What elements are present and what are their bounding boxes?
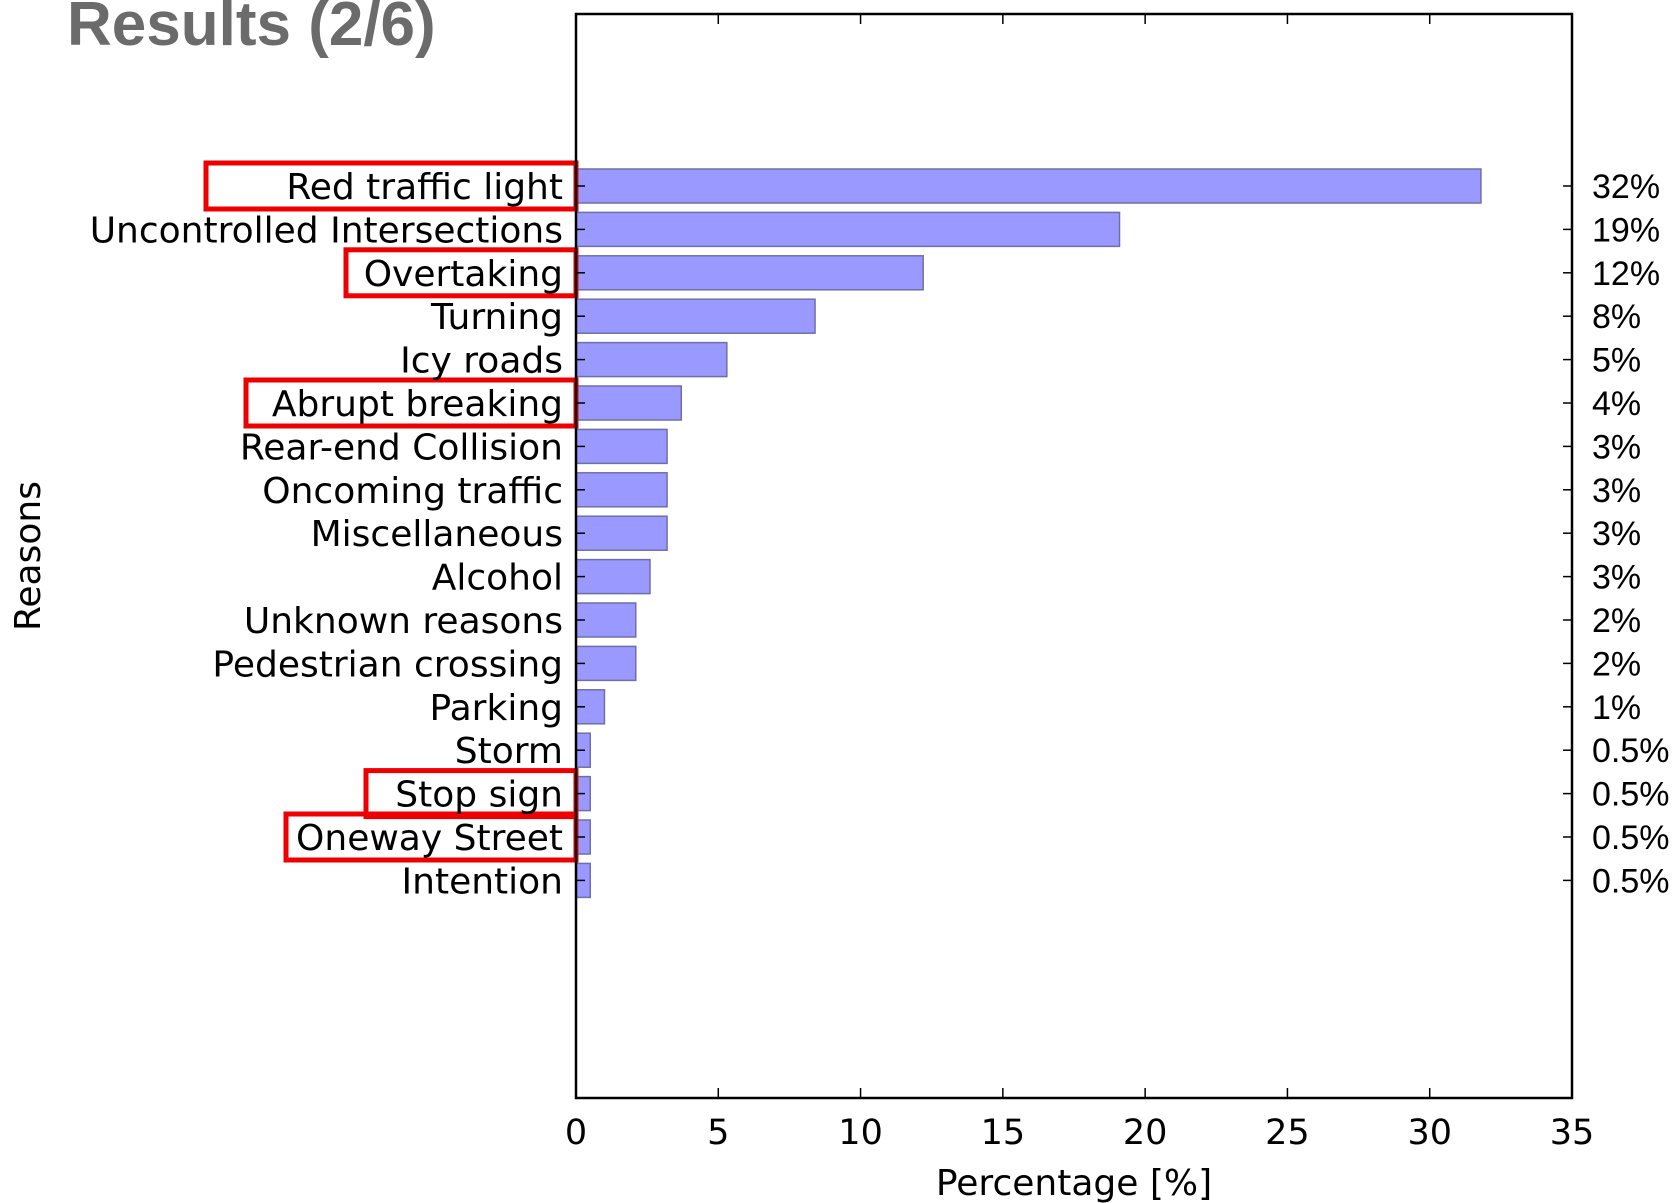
bar [575,428,668,465]
percentage-label: 19% [1592,211,1660,249]
x-tick-label: 30 [1407,1113,1452,1153]
bars-layer [575,168,1482,899]
category-label: Abrupt breaking [272,384,563,425]
category-label: Overtaking [364,254,563,295]
plot-frame [574,12,1574,1100]
category-label: Storm [455,731,563,772]
category-label: Oncoming traffic [262,471,563,512]
x-axis-label: Percentage [%] [936,1163,1212,1203]
category-label: Intention [402,861,563,902]
percentage-label: 3% [1592,428,1641,466]
category-label: Uncontrolled Intersections [90,210,563,251]
percentage-label: 0.5% [1592,732,1670,770]
percentage-label: 32% [1592,168,1660,206]
bar [575,602,637,638]
percentage-label: 5% [1592,342,1641,380]
percentage-label: 0.5% [1592,862,1670,900]
bar [575,298,816,334]
category-label: Oneway Street [296,818,563,859]
percentage-label: 2% [1592,602,1641,640]
category-label: Miscellaneous [311,514,563,555]
category-label: Red traffic light [286,167,563,208]
percentage-label: 3% [1592,559,1641,597]
category-label: Rear-end Collision [240,427,563,468]
x-tick-label: 5 [707,1113,729,1153]
category-label: Stop sign [395,775,563,816]
bar [575,558,651,595]
percentage-label: 0.5% [1592,776,1670,814]
category-label: Parking [430,688,563,729]
category-label: Alcohol [432,558,563,599]
labels-layer: Red traffic light 32% Uncontrolled Interse… [90,167,1670,1153]
slide-title: Results (2/6) [67,0,436,59]
x-tick-label: 20 [1123,1113,1168,1153]
x-tick-label: 15 [981,1113,1026,1153]
category-label: Unknown reasons [244,601,563,642]
percentage-label: 0.5% [1592,819,1670,857]
bar [575,255,924,291]
bar [575,341,728,378]
category-label: Pedestrian crossing [212,644,563,685]
percentage-label: 3% [1592,515,1641,553]
category-label: Icy roads [400,341,563,382]
bar [575,211,1121,248]
percentage-label: 12% [1592,255,1660,293]
percentage-label: 1% [1592,689,1641,727]
x-tick-label: 25 [1265,1113,1310,1153]
category-label: Turning [430,297,563,338]
x-tick-label: 0 [565,1113,587,1153]
percentage-label: 3% [1592,472,1641,510]
percentage-label: 8% [1592,298,1641,336]
bar [575,168,1482,204]
y-axis-label: Reasons [8,481,49,631]
x-tick-label: 10 [838,1113,883,1153]
bar [575,645,637,682]
x-tick-label: 35 [1550,1113,1595,1153]
percentage-label: 2% [1592,645,1641,683]
bar [575,385,683,421]
bar [575,515,668,551]
percentage-label: 4% [1592,385,1641,423]
bar [575,472,668,508]
